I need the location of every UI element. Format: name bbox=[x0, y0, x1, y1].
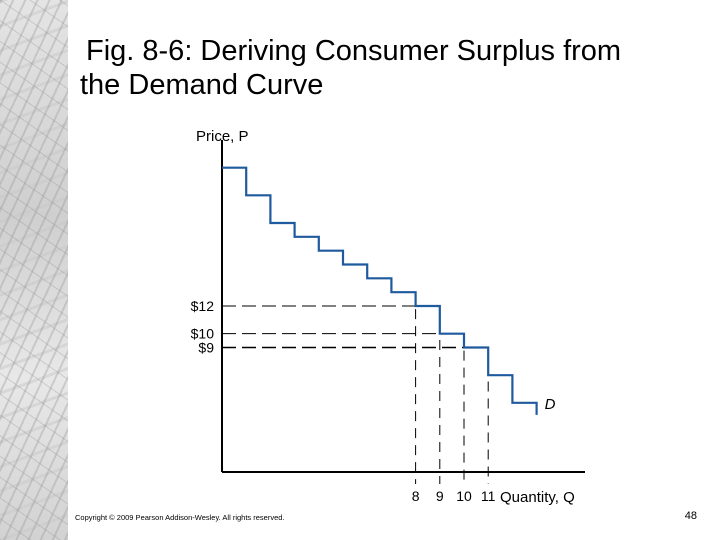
x-tick-label: 11 bbox=[481, 488, 496, 504]
series-label-d: D bbox=[545, 396, 556, 413]
y-tick-label: $9 bbox=[198, 340, 214, 356]
guide-lines bbox=[222, 292, 489, 484]
y-axis-label: Price, P bbox=[196, 128, 249, 145]
x-tick-label: 9 bbox=[436, 488, 444, 504]
y-tick-label: $12 bbox=[191, 298, 215, 314]
x-axis-label: Quantity, Q bbox=[500, 489, 575, 506]
slide-title-line-2: the Demand Curve bbox=[80, 69, 324, 101]
chart-labels: $12 $10$9 8 9 10 11 bbox=[191, 298, 496, 504]
x-tick-label: 10 bbox=[456, 488, 472, 504]
slide-title: Fig. 8-6: Deriving Consumer Surplus from… bbox=[80, 34, 700, 102]
x-tick-label: 8 bbox=[412, 488, 420, 504]
page-number: 48 bbox=[684, 510, 697, 522]
demand-curve-series-d bbox=[222, 166, 538, 415]
marble-sidebar bbox=[0, 0, 68, 540]
copyright-notice: Copyright © 2009 Pearson Addison-Wesley.… bbox=[75, 513, 285, 522]
y-tick-label: $10 bbox=[191, 326, 215, 342]
slide-title-line-1: Fig. 8-6: Deriving Consumer Surplus from bbox=[86, 35, 622, 67]
